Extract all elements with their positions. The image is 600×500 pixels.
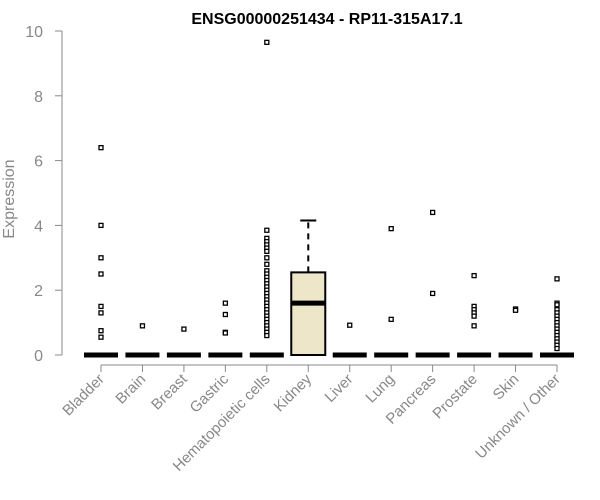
outlier-point — [98, 303, 104, 310]
outlier-point — [264, 261, 270, 267]
outlier-point — [471, 313, 477, 319]
outlier-point — [429, 209, 436, 216]
y-tick-label: 10 — [25, 24, 43, 41]
x-tick-label: Kidney — [271, 370, 316, 415]
box-group — [457, 272, 492, 358]
x-tick-label: Bladder — [59, 371, 108, 420]
y-tick-label: 8 — [34, 89, 43, 106]
box-group — [498, 306, 533, 358]
outlier-point — [222, 330, 229, 336]
x-tick-label: Liver — [322, 371, 357, 406]
box-group — [415, 209, 450, 358]
outlier-point — [347, 322, 353, 328]
outlier-point — [388, 225, 394, 232]
outlier-point — [98, 255, 104, 261]
y-tick-label: 4 — [34, 218, 43, 235]
outlier-point — [264, 39, 270, 45]
x-tick-label: Prostate — [429, 371, 481, 423]
y-tick-label: 2 — [34, 283, 43, 300]
y-tick-label: 6 — [34, 154, 43, 171]
outlier-point — [264, 248, 270, 254]
outlier-point — [98, 328, 104, 334]
box-group — [125, 323, 160, 358]
outlier-point — [222, 300, 229, 306]
outlier-point — [471, 323, 477, 329]
outlier-point — [471, 272, 477, 279]
outlier-point — [98, 310, 104, 316]
box-group — [166, 326, 201, 358]
box-iqr — [290, 271, 327, 357]
box-group — [374, 225, 409, 358]
box-group — [249, 39, 284, 358]
x-tick-label: Breast — [148, 370, 191, 413]
x-tick-label: Skin — [490, 371, 523, 404]
outlier-point — [98, 271, 104, 277]
outlier-point — [98, 334, 104, 340]
outlier-point — [554, 302, 560, 308]
box-group — [208, 300, 243, 358]
y-axis-label: Expression — [1, 159, 18, 238]
outlier-point — [429, 290, 436, 297]
box-group — [290, 219, 327, 357]
outlier-point — [98, 222, 104, 229]
outlier-point — [264, 255, 270, 261]
box-group — [84, 144, 118, 358]
box-group — [540, 276, 574, 358]
outlier-point — [139, 323, 146, 329]
box-group — [332, 322, 367, 358]
x-tick-label: Brain — [112, 371, 149, 408]
y-tick-label: 0 — [34, 348, 43, 365]
outlier-point — [264, 332, 270, 339]
x-tick-label: Lung — [362, 371, 398, 407]
outlier-point — [554, 276, 560, 282]
outlier-point — [98, 144, 104, 151]
chart-title: ENSG00000251434 - RP11-315A17.1 — [191, 11, 462, 28]
outlier-point — [512, 307, 519, 313]
outlier-point — [181, 326, 187, 332]
outlier-point — [554, 345, 560, 352]
outlier-point — [222, 311, 229, 318]
plot-area — [84, 39, 574, 358]
outlier-point — [264, 227, 270, 233]
outlier-point — [388, 316, 394, 323]
